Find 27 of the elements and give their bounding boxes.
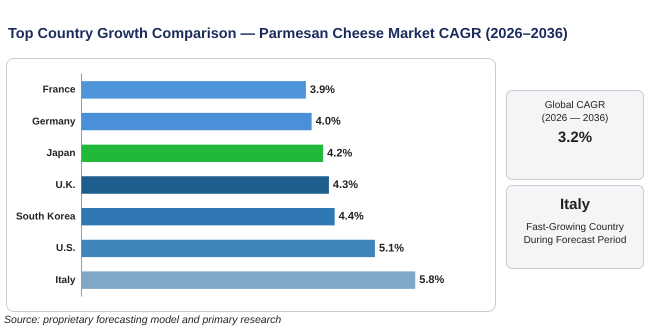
bar [81, 240, 375, 258]
y-tick-label: South Korea [16, 211, 76, 222]
text: Global CAGR (2026 — 2036) [540, 99, 610, 125]
data-label: 4.2% [327, 147, 352, 160]
data-label: 4.3% [332, 179, 358, 192]
bar [81, 112, 312, 130]
bar [81, 208, 335, 226]
y-tick-label: U.K. [55, 180, 76, 191]
data-label: 4.4% [338, 210, 364, 223]
bar [81, 81, 306, 99]
y-tick-label: France [42, 84, 76, 96]
y-tick-label: Japan [46, 148, 76, 160]
y-tick-label: U.S. [56, 243, 76, 254]
chart-title: Top Country Growth Comparison — Parmesan Cheese Market CAGR (2026–2036) [8, 26, 568, 42]
bar [81, 176, 329, 194]
data-label: 5.1% [378, 242, 404, 254]
y-tick-label: Italy [55, 274, 76, 286]
data-label: 4.0% [316, 116, 341, 128]
text: Italy [558, 196, 591, 213]
bar [81, 144, 324, 162]
text: Fast-Growing Country During Forecast Period [522, 221, 628, 247]
text: 3.2% [556, 129, 594, 146]
data-label: 5.8% [419, 274, 445, 286]
bar [81, 271, 416, 289]
source-note: Source: proprietary forecasting model and primary research [4, 314, 282, 326]
data-label: 3.9% [310, 84, 336, 96]
y-tick-label: Germany [32, 116, 76, 128]
